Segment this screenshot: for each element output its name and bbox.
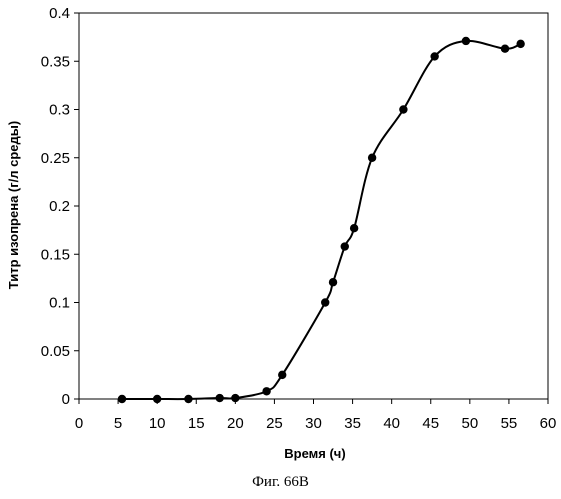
x-tick-label: 30 xyxy=(305,415,322,432)
x-tick-label: 20 xyxy=(227,415,244,432)
x-tick-label: 0 xyxy=(75,415,83,432)
x-tick-label: 35 xyxy=(344,415,361,432)
y-tick-label: 0.35 xyxy=(41,53,70,70)
data-point xyxy=(329,278,337,286)
x-tick-label: 10 xyxy=(149,415,166,432)
y-tick-label: 0.25 xyxy=(41,150,70,167)
data-point xyxy=(350,224,358,232)
x-axis-title: Время (ч) xyxy=(284,446,345,461)
x-tick-label: 55 xyxy=(501,415,518,432)
data-point xyxy=(278,371,286,379)
data-point xyxy=(462,37,470,45)
figure-caption: Фиг. 66В xyxy=(0,474,561,491)
data-point xyxy=(501,45,509,53)
x-tick-label: 60 xyxy=(540,415,557,432)
data-point xyxy=(262,387,270,395)
y-axis-title: Титр изопрена (г/л среды) xyxy=(6,121,21,289)
data-point xyxy=(184,395,192,403)
y-tick-label: 0.2 xyxy=(49,198,70,215)
data-point xyxy=(399,105,407,113)
y-tick-label: 0.4 xyxy=(49,5,70,22)
y-tick-label: 0.3 xyxy=(49,102,70,119)
data-point xyxy=(216,394,224,402)
plot-frame xyxy=(79,13,548,399)
data-point xyxy=(118,395,126,403)
x-tick-label: 40 xyxy=(383,415,400,432)
x-tick-label: 15 xyxy=(188,415,205,432)
data-point xyxy=(231,394,239,402)
y-tick-label: 0.1 xyxy=(49,295,70,312)
data-point xyxy=(368,154,376,162)
x-tick-label: 50 xyxy=(461,415,478,432)
isoprene-titer-chart: 0 5 10 15 20 25 30 35 40 45 50 55 60 0 0.05 0.1 0.15 0.2 0… xyxy=(0,0,561,470)
data-point xyxy=(430,52,438,60)
data-point xyxy=(153,395,161,403)
series-line xyxy=(122,41,521,399)
y-tick-label: 0 xyxy=(62,391,70,408)
y-tick-label: 0.15 xyxy=(41,246,70,263)
data-point xyxy=(341,242,349,250)
x-tick-label: 25 xyxy=(266,415,283,432)
data-point xyxy=(321,298,329,306)
x-tick-label: 45 xyxy=(422,415,439,432)
x-tick-label: 5 xyxy=(114,415,122,432)
y-tick-label: 0.05 xyxy=(41,343,70,360)
data-point xyxy=(516,40,524,48)
